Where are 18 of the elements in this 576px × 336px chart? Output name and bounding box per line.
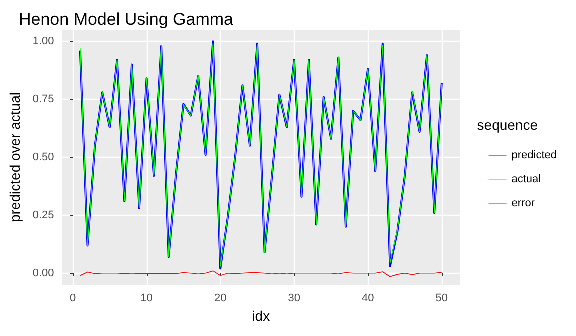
x-tick-label: 30 [288,292,300,304]
x-tick-label: 20 [214,292,227,304]
x-axis-title: idx [252,308,270,324]
x-tick-label: 40 [362,292,374,304]
x-tick-label: 0 [70,292,76,304]
legend-title: sequence [477,117,538,133]
y-tick-label: 0.25 [32,209,54,222]
chart-title: Henon Model Using Gamma [19,10,234,29]
y-tick-label: 1.00 [32,36,54,48]
x-tick-label: 10 [140,292,153,304]
y-axis-title: predicted over actual [7,92,23,222]
legend-label: predicted [512,150,558,162]
y-tick-label: 0.00 [32,267,54,280]
y-tick-label: 0.50 [32,152,54,164]
y-tick-label: 0.75 [32,94,54,106]
legend-label: error [512,198,536,210]
legend-label: actual [512,174,542,186]
x-tick-label: 50 [436,292,448,304]
